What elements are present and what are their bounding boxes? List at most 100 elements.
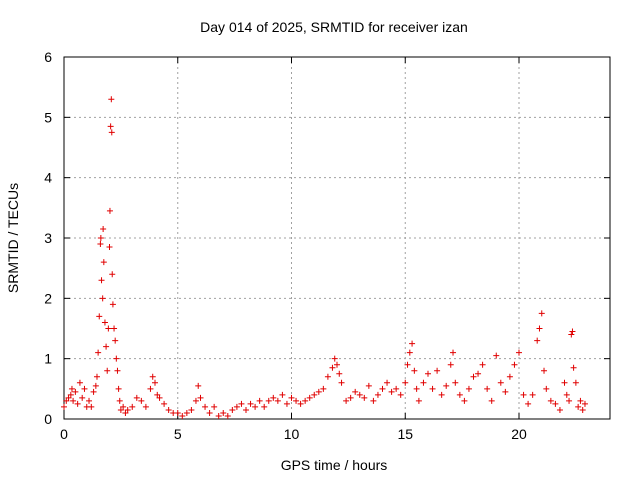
data-point bbox=[543, 385, 550, 392]
data-point bbox=[456, 391, 463, 398]
data-point bbox=[147, 385, 154, 392]
data-point bbox=[374, 391, 381, 398]
data-point bbox=[556, 406, 563, 413]
data-point bbox=[100, 259, 107, 266]
data-point bbox=[76, 379, 83, 386]
data-point bbox=[568, 331, 575, 338]
data-point bbox=[388, 388, 395, 395]
data-point bbox=[138, 397, 145, 404]
data-point bbox=[320, 385, 327, 392]
data-point bbox=[261, 403, 268, 410]
data-point bbox=[379, 385, 386, 392]
data-point bbox=[65, 394, 72, 401]
data-point bbox=[70, 397, 77, 404]
data-point bbox=[108, 129, 115, 136]
data-point bbox=[220, 409, 227, 416]
data-point bbox=[538, 310, 545, 317]
data-point bbox=[409, 340, 416, 347]
data-point bbox=[99, 295, 106, 302]
data-point bbox=[302, 397, 309, 404]
data-point bbox=[109, 271, 116, 278]
data-point bbox=[443, 382, 450, 389]
data-point bbox=[149, 373, 156, 380]
data-point bbox=[104, 367, 111, 374]
data-point bbox=[579, 406, 586, 413]
data-point bbox=[61, 403, 67, 410]
data-point bbox=[293, 397, 300, 404]
data-point bbox=[101, 319, 108, 326]
y-tick-label: 5 bbox=[44, 109, 52, 125]
y-tick-label: 4 bbox=[44, 170, 52, 186]
data-point bbox=[506, 373, 513, 380]
data-point bbox=[68, 385, 75, 392]
data-point bbox=[206, 409, 213, 416]
data-point bbox=[452, 379, 459, 386]
y-tick-label: 6 bbox=[44, 49, 52, 65]
data-point bbox=[122, 409, 129, 416]
data-point bbox=[106, 207, 113, 214]
x-tick-label: 0 bbox=[60, 426, 68, 442]
data-point bbox=[402, 379, 409, 386]
data-point bbox=[502, 388, 509, 395]
data-point bbox=[95, 349, 102, 356]
data-point bbox=[215, 412, 222, 419]
data-point bbox=[179, 412, 186, 419]
data-point bbox=[447, 361, 454, 368]
data-point bbox=[93, 373, 100, 380]
y-tick-label: 0 bbox=[44, 411, 52, 427]
data-point bbox=[413, 385, 420, 392]
data-point bbox=[238, 400, 245, 407]
data-point bbox=[352, 388, 359, 395]
data-point bbox=[96, 313, 103, 320]
data-point bbox=[256, 397, 263, 404]
data-point bbox=[117, 406, 124, 413]
data-point bbox=[343, 397, 350, 404]
data-point bbox=[497, 379, 504, 386]
data-point bbox=[529, 391, 536, 398]
data-point bbox=[425, 370, 431, 377]
data-point bbox=[393, 385, 400, 392]
data-point bbox=[111, 325, 118, 332]
data-point bbox=[183, 409, 190, 416]
data-point bbox=[329, 364, 336, 371]
data-point bbox=[338, 379, 345, 386]
data-point bbox=[475, 370, 482, 377]
data-point bbox=[247, 400, 254, 407]
data-point bbox=[569, 328, 576, 335]
data-point bbox=[563, 391, 570, 398]
data-point bbox=[67, 391, 74, 398]
data-point bbox=[90, 388, 97, 395]
data-point bbox=[336, 370, 343, 377]
data-point bbox=[306, 394, 313, 401]
chart-title: Day 014 of 2025, SRMTID for receiver iza… bbox=[200, 19, 468, 35]
data-point bbox=[270, 394, 277, 401]
data-point bbox=[161, 400, 168, 407]
data-point bbox=[331, 355, 338, 362]
data-point bbox=[211, 403, 218, 410]
data-point bbox=[105, 325, 112, 332]
data-point bbox=[461, 397, 468, 404]
data-point bbox=[92, 382, 99, 389]
data-point bbox=[192, 397, 199, 404]
y-tick-label: 2 bbox=[44, 290, 52, 306]
data-point bbox=[415, 397, 422, 404]
axis-ticks: 0 5 10 15 20 0 1 2 3 4 5 6 bbox=[44, 49, 610, 442]
data-point bbox=[356, 391, 363, 398]
data-point bbox=[152, 379, 158, 386]
data-point bbox=[112, 337, 119, 344]
data-point bbox=[107, 123, 114, 130]
x-tick-label: 10 bbox=[284, 426, 300, 442]
grid bbox=[64, 57, 610, 419]
data-point bbox=[115, 385, 122, 392]
data-point bbox=[297, 400, 304, 407]
y-tick-label: 3 bbox=[44, 230, 52, 246]
data-point bbox=[566, 397, 573, 404]
data-point bbox=[97, 235, 104, 241]
x-axis-label: GPS time / hours bbox=[281, 457, 388, 473]
data-point bbox=[88, 403, 95, 410]
data-point bbox=[572, 379, 579, 386]
data-point bbox=[288, 394, 295, 401]
data-point bbox=[397, 391, 404, 398]
data-points bbox=[61, 96, 588, 419]
